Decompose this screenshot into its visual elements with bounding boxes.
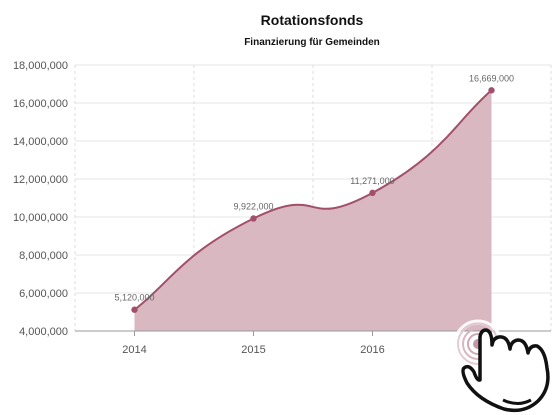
area-fill: [134, 90, 492, 331]
data-labels: 5,120,000 9,922,000 11,271,000 16,669,000: [114, 73, 514, 302]
points: [131, 87, 495, 313]
data-label: 5,120,000: [114, 293, 154, 303]
data-point: [250, 215, 257, 222]
y-tick-label: 4,000,000: [19, 326, 68, 338]
pointing-hand-cursor-icon: [453, 319, 550, 413]
data-point: [369, 189, 376, 197]
chart-title: Rotationsfonds: [261, 12, 364, 28]
data-label: 11,271,000: [350, 176, 394, 186]
y-tick-label: 16,000,000: [13, 98, 68, 110]
data-point: [131, 306, 138, 313]
data-label: 16,669,000: [469, 73, 514, 83]
data-point: [488, 87, 495, 94]
y-tick-label: 10,000,000: [13, 212, 68, 224]
x-tick-label: 2014: [122, 344, 146, 356]
y-tick-label: 6,000,000: [19, 288, 68, 300]
x-tick-label: 2015: [241, 344, 265, 356]
series-line: [133, 89, 493, 311]
y-tick-label: 8,000,000: [19, 250, 68, 262]
chart-subtitle: Finanzierung für Gemeinden: [244, 37, 380, 48]
y-tick-label: 12,000,000: [13, 174, 68, 186]
area-layer: [133, 89, 493, 331]
data-label: 9,922,000: [233, 201, 273, 211]
x-tick-label: 2016: [360, 344, 384, 356]
y-tick-label: 18,000,000: [13, 60, 68, 72]
y-tick-label: 14,000,000: [13, 136, 68, 148]
